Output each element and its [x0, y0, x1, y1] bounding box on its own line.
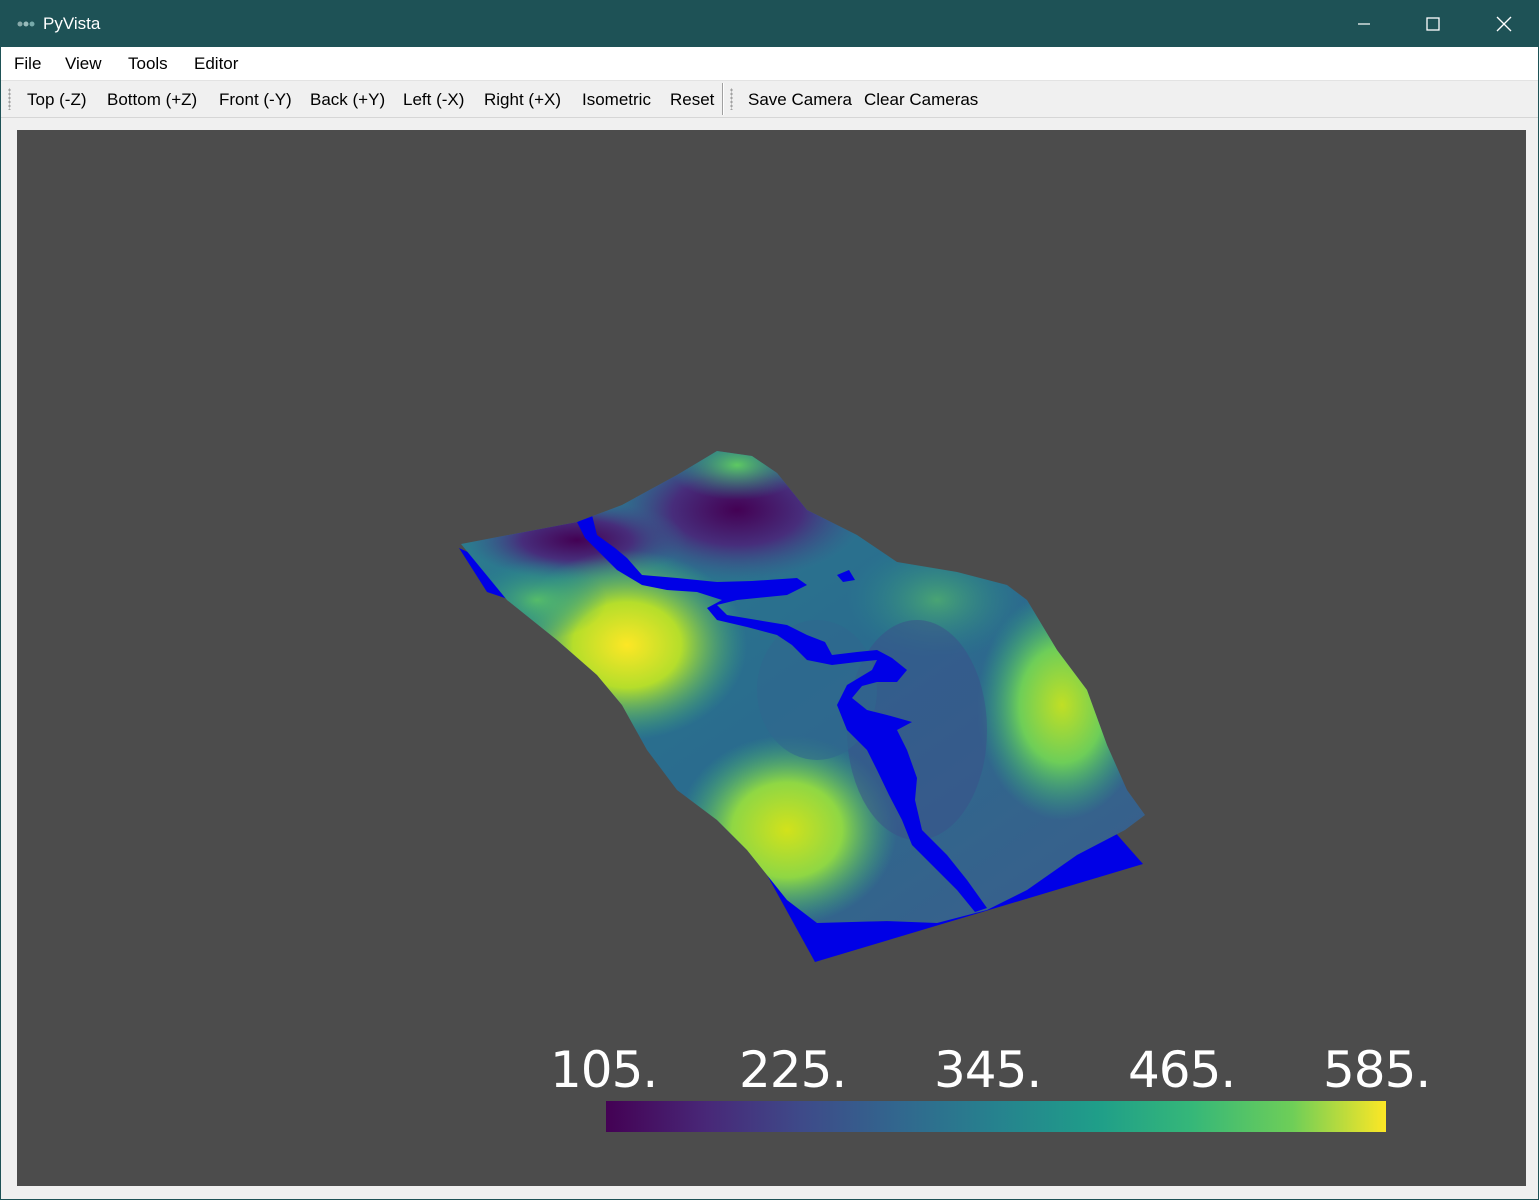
colorbar-label-105: 105. [550, 1041, 658, 1099]
toolbar: Top (-Z) Bottom (+Z) Front (-Y) Back (+Y… [1, 80, 1538, 118]
menu-editor[interactable]: Editor [194, 54, 239, 73]
view-isometric-button[interactable]: Isometric [582, 90, 651, 109]
view-left-button[interactable]: Left (-X) [403, 90, 465, 109]
view-front-button[interactable]: Front (-Y) [219, 90, 292, 109]
view-back-button[interactable]: Back (+Y) [310, 90, 386, 109]
river-upper [837, 570, 855, 582]
view-bottom-button[interactable]: Bottom (+Z) [107, 90, 198, 109]
menu-tools[interactable]: Tools [128, 54, 168, 73]
view-reset-button[interactable]: Reset [670, 90, 715, 109]
render-viewport[interactable]: 105. 225. 345. 465. 585. [17, 130, 1526, 1186]
terrain-surface [461, 451, 1145, 923]
colorbar-label-465: 465. [1128, 1041, 1236, 1099]
close-button[interactable] [1468, 1, 1538, 47]
view-right-button[interactable]: Right (+X) [484, 90, 561, 109]
scalar-bar [606, 1101, 1386, 1132]
menu-file[interactable]: File [14, 54, 42, 73]
view-top-button[interactable]: Top (-Z) [27, 90, 87, 109]
window-title: PyVista [43, 14, 101, 33]
colorbar-label-585: 585. [1323, 1041, 1431, 1099]
close-icon [1496, 16, 1512, 32]
colorbar-label-345: 345. [934, 1041, 1042, 1099]
minimize-icon [1358, 23, 1370, 25]
colorbar-label-225: 225. [739, 1041, 847, 1099]
river [577, 515, 987, 912]
menu-bar: File View Tools Editor [1, 47, 1538, 80]
toolbar-grip-2[interactable] [730, 88, 733, 110]
clear-cameras-button[interactable]: Clear Cameras [864, 90, 979, 109]
toolbar-separator [722, 83, 724, 115]
save-camera-button[interactable]: Save Camera [748, 90, 852, 109]
maximize-button[interactable] [1398, 1, 1468, 47]
title-bar[interactable]: PyVista [1, 1, 1538, 47]
water-plane-front [745, 830, 1143, 962]
terrain-render [459, 451, 1145, 962]
pyvista-logo-icon [17, 21, 35, 27]
toolbar-grip[interactable] [8, 88, 11, 110]
maximize-icon [1426, 17, 1440, 31]
minimize-button[interactable] [1328, 1, 1398, 47]
menu-view[interactable]: View [65, 54, 102, 73]
